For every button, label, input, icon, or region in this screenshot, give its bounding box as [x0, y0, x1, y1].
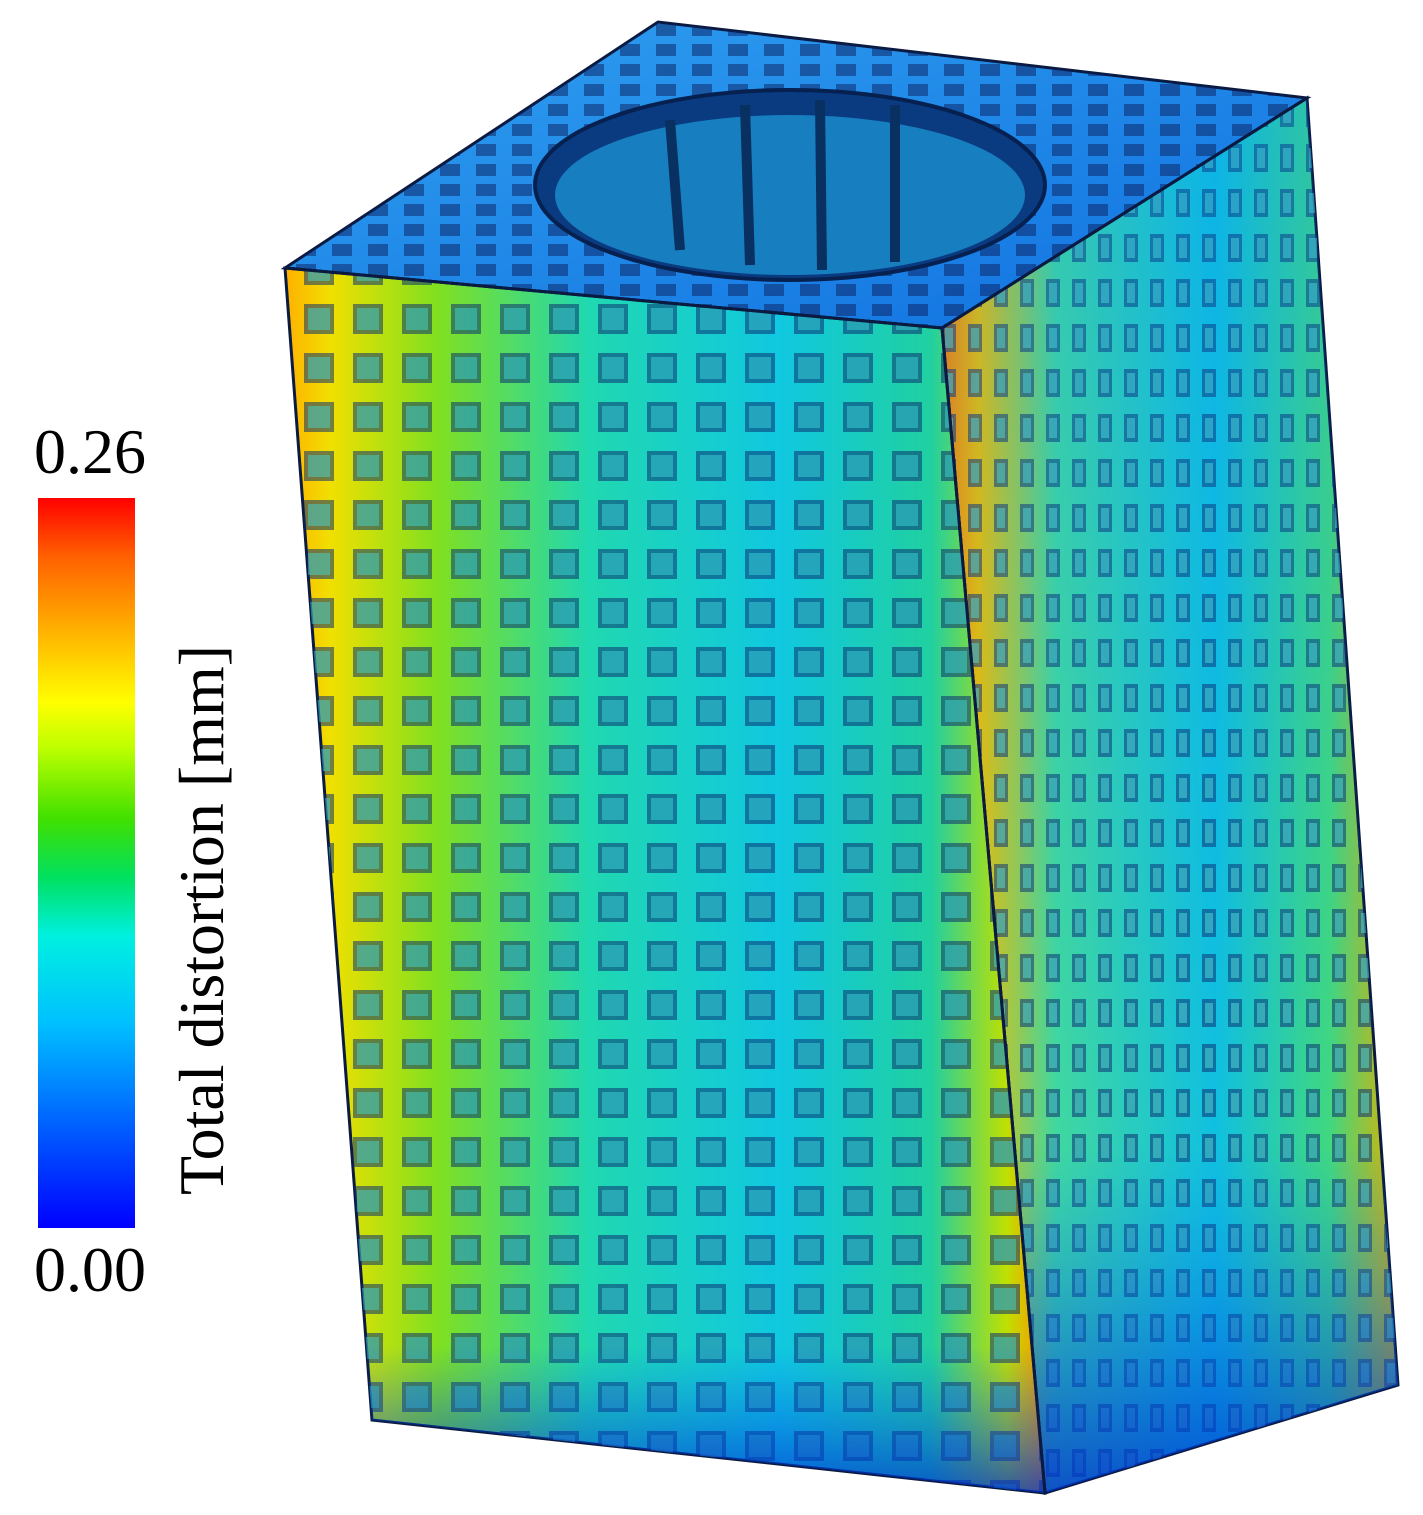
color-legend: 0.26 0.00 Total dist: [0, 0, 270, 1515]
legend-max-value: 0.26: [34, 416, 146, 487]
colorbar: [38, 498, 135, 1228]
legend-min-value: 0.00: [34, 1234, 146, 1305]
